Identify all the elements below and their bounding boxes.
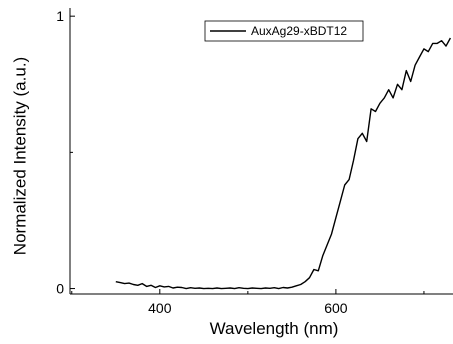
y-axis-title: Normalized Intensity (a.u.) <box>10 57 29 255</box>
legend: AuxAg29-xBDT12 <box>204 20 364 42</box>
y-tick-label: 0 <box>56 281 64 297</box>
axis-ticks <box>70 15 425 294</box>
x-tick-label: 400 <box>148 300 172 316</box>
series-line-auxag29-xbdt12 <box>115 37 452 290</box>
legend-label: AuxAg29-xBDT12 <box>251 24 347 38</box>
legend-box <box>204 20 364 42</box>
x-tick-label: 600 <box>324 300 348 316</box>
plot-area <box>115 37 452 290</box>
y-tick-label: 1 <box>56 8 64 24</box>
x-tick-labels: 400 600 <box>148 300 348 316</box>
y-tick-labels: 01 <box>56 8 64 296</box>
x-axis-title: Wavelength (nm) <box>210 319 339 338</box>
y-axis-title-group: Normalized Intensity (a.u.) <box>10 57 29 255</box>
